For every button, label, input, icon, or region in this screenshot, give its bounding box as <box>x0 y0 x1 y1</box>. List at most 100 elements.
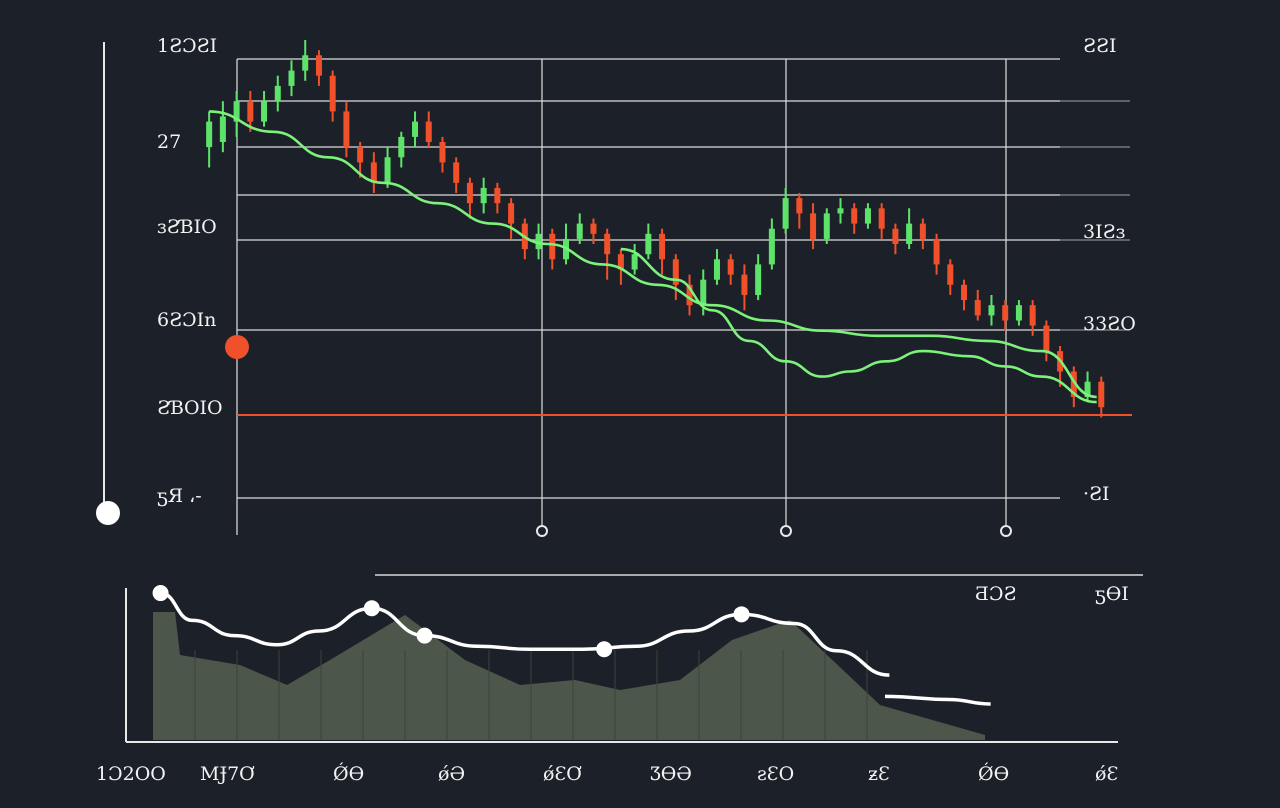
candle-body <box>1098 381 1105 408</box>
indicator-point <box>363 600 380 617</box>
candle-body <box>659 233 666 260</box>
moving-average-line <box>209 110 1097 399</box>
candle-body <box>727 259 734 275</box>
candle-body <box>837 208 844 214</box>
y-tick-label-left: ɜƧƁIO <box>157 216 217 238</box>
price-marker-dot <box>225 335 249 359</box>
scroll-handle-dot <box>96 501 120 525</box>
x-tick-label-upper: ƽƟI <box>1095 583 1129 605</box>
candle-body <box>906 223 913 244</box>
x-tick-label: 1Ɔ2OO <box>96 763 166 785</box>
candle-body <box>302 55 309 71</box>
candle-body <box>219 116 226 142</box>
x-tick-label-upper: ƋƆƧ <box>975 583 1017 605</box>
candle-body <box>439 142 446 163</box>
candle-body <box>672 259 679 285</box>
indicator-point <box>152 585 169 602</box>
y-tick-label-right: 3IƧɜ <box>1083 221 1125 243</box>
candle-body <box>823 213 830 239</box>
candle-body <box>782 198 789 229</box>
candle-body <box>549 233 556 260</box>
candle-body <box>412 121 419 137</box>
indicator-line <box>160 591 890 677</box>
candle-body <box>247 101 254 122</box>
candle-body <box>453 162 460 183</box>
candle-body <box>274 85 281 102</box>
candle-body <box>892 228 899 244</box>
candle-body <box>768 228 775 265</box>
indicator-line-tail <box>884 694 991 706</box>
indicator-point <box>733 606 750 623</box>
y-tick-label-left: 1ƧƆƧI <box>157 35 217 57</box>
x-tick-label: ƶƐ <box>868 763 890 785</box>
candle-body <box>425 121 432 142</box>
candle-body <box>343 111 350 148</box>
candle-body <box>261 101 268 122</box>
candle-body <box>494 187 501 204</box>
candle-body <box>741 274 748 295</box>
candle-body <box>1070 371 1077 397</box>
candle-body <box>1015 305 1022 321</box>
candle-body <box>329 75 336 112</box>
candle-body <box>370 162 377 183</box>
candle-body <box>1002 305 1009 321</box>
candle-body <box>851 208 858 224</box>
x-tick-label: ǿƐ <box>1095 763 1118 785</box>
moving-average-lines <box>209 110 1097 404</box>
candle-body <box>988 305 995 316</box>
candle-body <box>1029 305 1036 326</box>
candle-body <box>288 70 295 86</box>
chart-markers <box>96 335 1012 537</box>
indicator-point <box>416 627 433 644</box>
x-axis-marker <box>536 525 548 537</box>
indicator-point <box>596 641 613 658</box>
price-grid <box>103 42 1143 576</box>
x-axis-marker <box>1000 525 1012 537</box>
candle-body <box>810 213 817 239</box>
candle-body <box>919 223 926 239</box>
candle-body <box>315 55 322 76</box>
x-tick-label: MɈ7Ơ <box>200 763 255 785</box>
candle-body <box>1043 325 1050 352</box>
candle-body <box>961 284 968 301</box>
candle-body <box>617 254 624 270</box>
candle-body <box>398 136 405 158</box>
candle-body <box>1084 381 1091 397</box>
candle-body <box>508 203 515 224</box>
candle-body <box>604 233 611 255</box>
x-tick-label: ǾƟ <box>333 762 364 785</box>
x-axis-marker <box>780 525 792 537</box>
candle-body <box>947 264 954 285</box>
candle-body <box>631 254 638 270</box>
candle-body <box>466 182 473 204</box>
moving-average-line <box>620 247 1097 404</box>
candle-body <box>645 233 652 255</box>
candle-body <box>206 121 213 148</box>
y-tick-label-right: 33ƧO <box>1083 313 1136 335</box>
x-tick-label: ǿƏ <box>438 763 465 785</box>
candle-body <box>357 147 364 163</box>
candle-body <box>864 208 871 224</box>
x-tick-label: ƨƐO <box>757 763 794 785</box>
x-tick-label: ƷƟƏ <box>650 763 692 785</box>
candle-body <box>590 223 597 234</box>
candle-body <box>755 264 762 295</box>
candle-body <box>796 198 803 214</box>
indicator-area <box>153 612 985 740</box>
candle-body <box>535 233 542 250</box>
candle-body <box>233 101 240 122</box>
axis-labels: 1ƧƆƧI 27 ɜƧƁIO 6ƧƆIn ƧƁOIO ƽЯ ،- ƧƧI 3IƧɜ 33ƧO ·Ƨ… <box>96 35 1136 785</box>
x-tick-label: ǾƟ <box>978 762 1009 785</box>
candle-body <box>700 279 707 306</box>
candle-body <box>933 238 940 265</box>
candle-body <box>480 187 487 204</box>
y-tick-label-left: 27 <box>157 131 181 153</box>
candle-body <box>576 223 583 239</box>
indicator-panel <box>125 585 1118 743</box>
candle-body <box>878 208 885 229</box>
candle-body <box>974 300 981 316</box>
y-tick-label-left: ƧƁOIO <box>157 397 223 419</box>
candle-body <box>384 157 391 183</box>
x-tick-label: ǿƐƠ <box>543 763 582 785</box>
